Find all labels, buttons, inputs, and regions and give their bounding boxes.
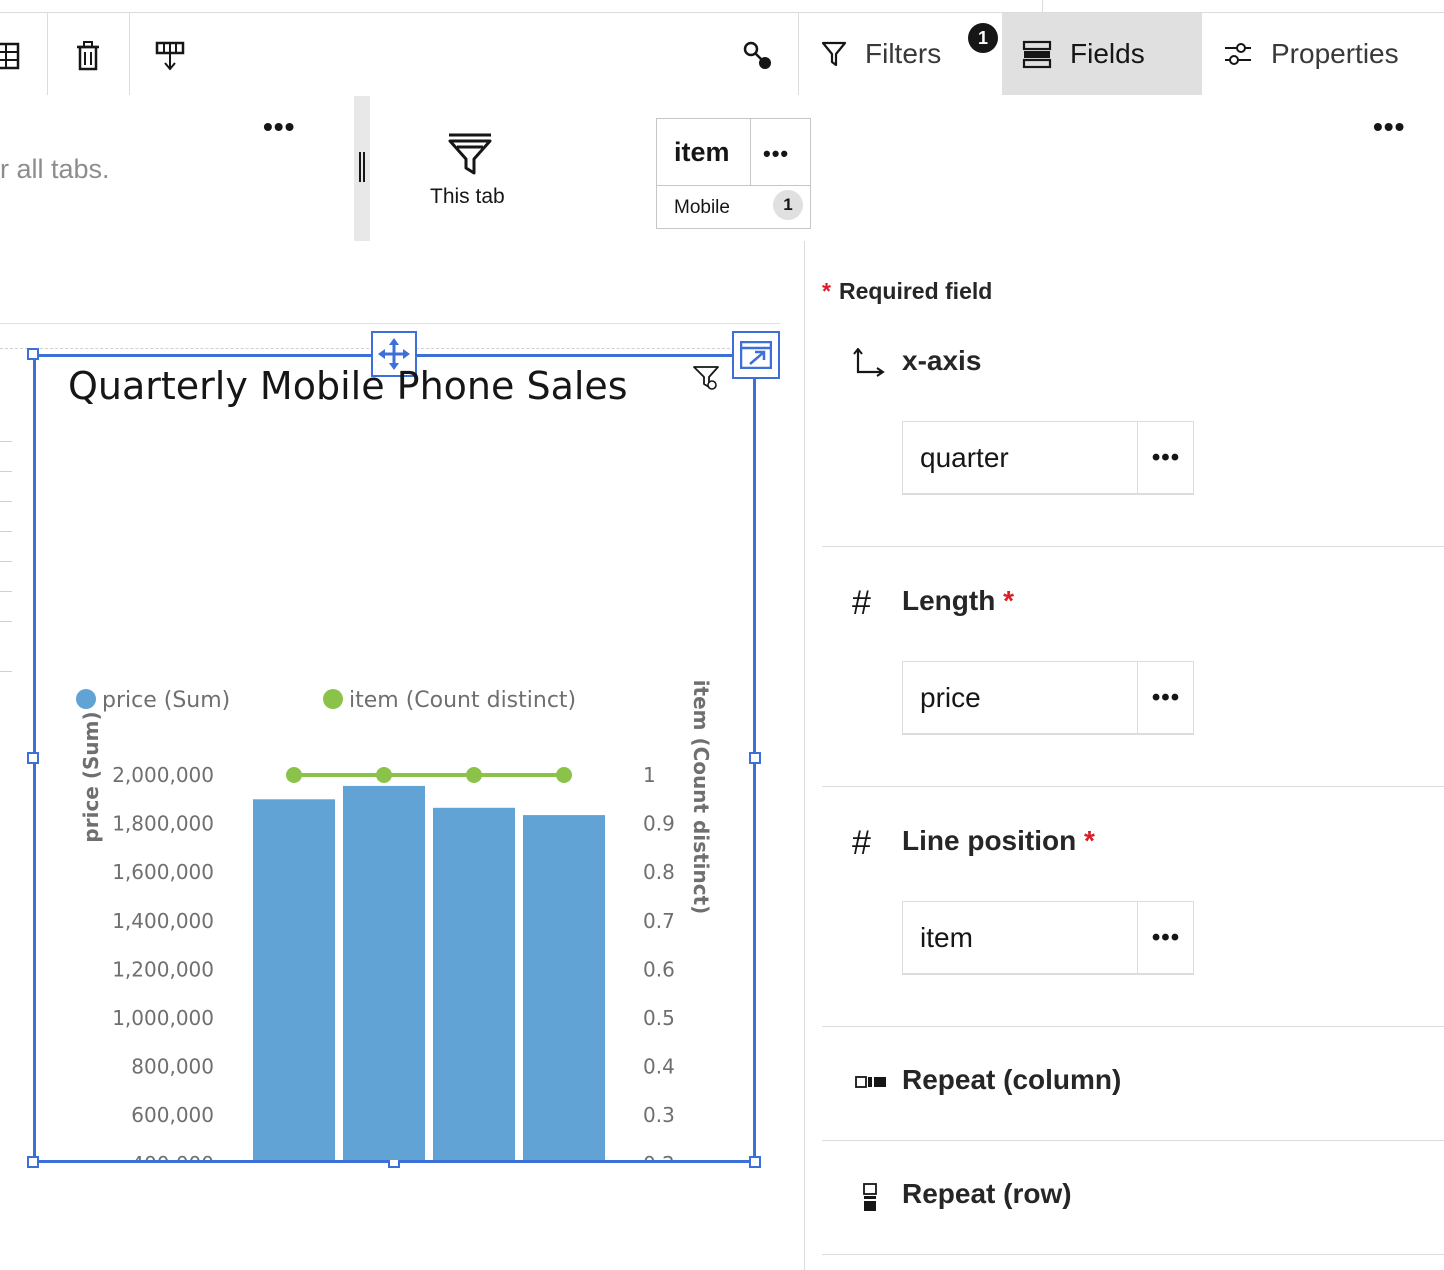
length-value: price [920, 682, 981, 713]
all-tabs-more-icon[interactable]: ••• [263, 111, 296, 142]
length-more-icon[interactable]: ••• [1137, 662, 1194, 733]
length-dropzone[interactable]: price ••• [902, 661, 1194, 735]
line-point[interactable] [376, 767, 392, 783]
this-tab-more-icon[interactable]: ••• [1373, 111, 1406, 142]
number-icon: # [852, 584, 871, 622]
resize-handle-bl[interactable] [27, 1156, 39, 1168]
filters-count-badge: 1 [968, 23, 998, 53]
y-tick-label: 1,800,000 [112, 812, 214, 836]
expand-icon[interactable] [732, 331, 780, 379]
chip-count-badge: 1 [773, 190, 803, 220]
tab-fields[interactable]: Fields [1002, 13, 1202, 95]
resize-handle-mr[interactable] [749, 752, 761, 764]
legend-label: item (Count distinct) [349, 688, 576, 713]
section-repeat-row-label[interactable]: Repeat (row) [902, 1178, 1072, 1209]
chart-filter-icon[interactable] [692, 365, 720, 396]
section-length-label: Length * [902, 585, 1014, 616]
chip-more-icon[interactable]: ••• [763, 141, 790, 166]
toolbar: Filters 1 Fields Properties [0, 0, 1444, 97]
all-tabs-hint: r all tabs. [0, 154, 110, 184]
y-tick-label: 600,000 [131, 1103, 214, 1127]
line-position-dropzone[interactable]: item ••• [902, 901, 1194, 975]
line-point[interactable] [286, 767, 302, 783]
y-tick-label: 1,600,000 [112, 860, 214, 884]
x-axis-value: quarter [920, 442, 1009, 473]
key-icon[interactable] [740, 38, 776, 74]
table-icon[interactable] [0, 36, 22, 76]
filter-icon [821, 40, 847, 68]
y-tick-label: 800,000 [131, 1055, 214, 1079]
tab-filters[interactable]: Filters [799, 13, 1001, 95]
bar[interactable] [433, 807, 515, 1160]
bar[interactable] [523, 815, 605, 1160]
fields-panel [804, 241, 1444, 1270]
chip-title: item [674, 137, 730, 167]
y-tick-label: 1,200,000 [112, 957, 214, 981]
legend-label: price (Sum) [102, 688, 230, 713]
combo-chart: Quarterly Mobile Phone Sales price (Sum)… [68, 364, 713, 1160]
line-point[interactable] [466, 767, 482, 783]
bar[interactable] [343, 785, 425, 1160]
delete-icon[interactable] [72, 36, 104, 76]
y2-tick-label: 1 [643, 763, 656, 787]
resize-handle-br[interactable] [749, 1156, 761, 1168]
number-icon: # [852, 824, 871, 862]
y-axis-label: price (Sum) [79, 711, 103, 842]
y2-tick-label: 0.3 [643, 1103, 675, 1127]
required-note: * Required field [822, 278, 992, 305]
item-filter-chip[interactable]: item ••• Mobile 1 [656, 118, 811, 229]
y-tick-label: 2,000,000 [112, 763, 214, 787]
this-tab-label: This tab [430, 185, 505, 208]
y2-tick-label: 0.2 [643, 1152, 675, 1160]
legend-swatch [76, 689, 96, 709]
chip-value: Mobile [674, 197, 730, 218]
insert-row-icon[interactable] [153, 36, 187, 76]
y2-tick-label: 0.5 [643, 1006, 675, 1030]
y-tick-label: 1,000,000 [112, 1006, 214, 1030]
y2-tick-label: 0.8 [643, 860, 675, 884]
move-icon[interactable] [371, 331, 417, 377]
resize-handle-tl[interactable] [27, 348, 39, 360]
filter-bar: ••• r all tabs. This tab item ••• Mobile… [0, 96, 1444, 242]
y-tick-label: 400,000 [131, 1152, 214, 1160]
repeat-row-icon [862, 1182, 878, 1217]
tab-properties[interactable]: Properties [1203, 13, 1444, 95]
legend-swatch [323, 689, 343, 709]
y2-tick-label: 0.9 [643, 812, 675, 836]
line-position-value: item [920, 922, 973, 953]
x-axis-dropzone[interactable]: quarter ••• [902, 421, 1194, 495]
tab-filters-label: Filters [865, 38, 942, 69]
y2-tick-label: 0.6 [643, 957, 675, 981]
tab-fields-label: Fields [1070, 38, 1145, 69]
y2-tick-label: 0.4 [643, 1055, 675, 1079]
section-repeat-column-label[interactable]: Repeat (column) [902, 1064, 1122, 1095]
resize-handle-ml[interactable] [27, 752, 39, 764]
line-position-more-icon[interactable]: ••• [1137, 902, 1194, 973]
y2-axis-label: item (Count distinct) [689, 680, 713, 915]
required-star: * [822, 278, 831, 304]
fields-icon [1022, 39, 1052, 69]
x-axis-icon [852, 347, 886, 385]
chart-title: Quarterly Mobile Phone Sales [68, 364, 628, 408]
y-tick-label: 1,400,000 [112, 909, 214, 933]
sliders-icon [1223, 40, 1253, 68]
x-axis-more-icon[interactable]: ••• [1137, 422, 1194, 493]
bar[interactable] [253, 799, 335, 1160]
section-x-axis-label: x-axis [902, 345, 982, 376]
tab-properties-label: Properties [1271, 38, 1399, 69]
this-tab-filter-icon [447, 132, 493, 181]
pane-splitter[interactable] [354, 96, 370, 241]
report-canvas: Quarterly Mobile Phone Sales price (Sum)… [0, 241, 804, 1270]
repeat-column-icon [855, 1075, 887, 1094]
section-line-position-label: Line position * [902, 825, 1095, 856]
required-note-text: Required field [838, 278, 993, 304]
line-point[interactable] [556, 767, 572, 783]
y2-tick-label: 0.7 [643, 909, 675, 933]
